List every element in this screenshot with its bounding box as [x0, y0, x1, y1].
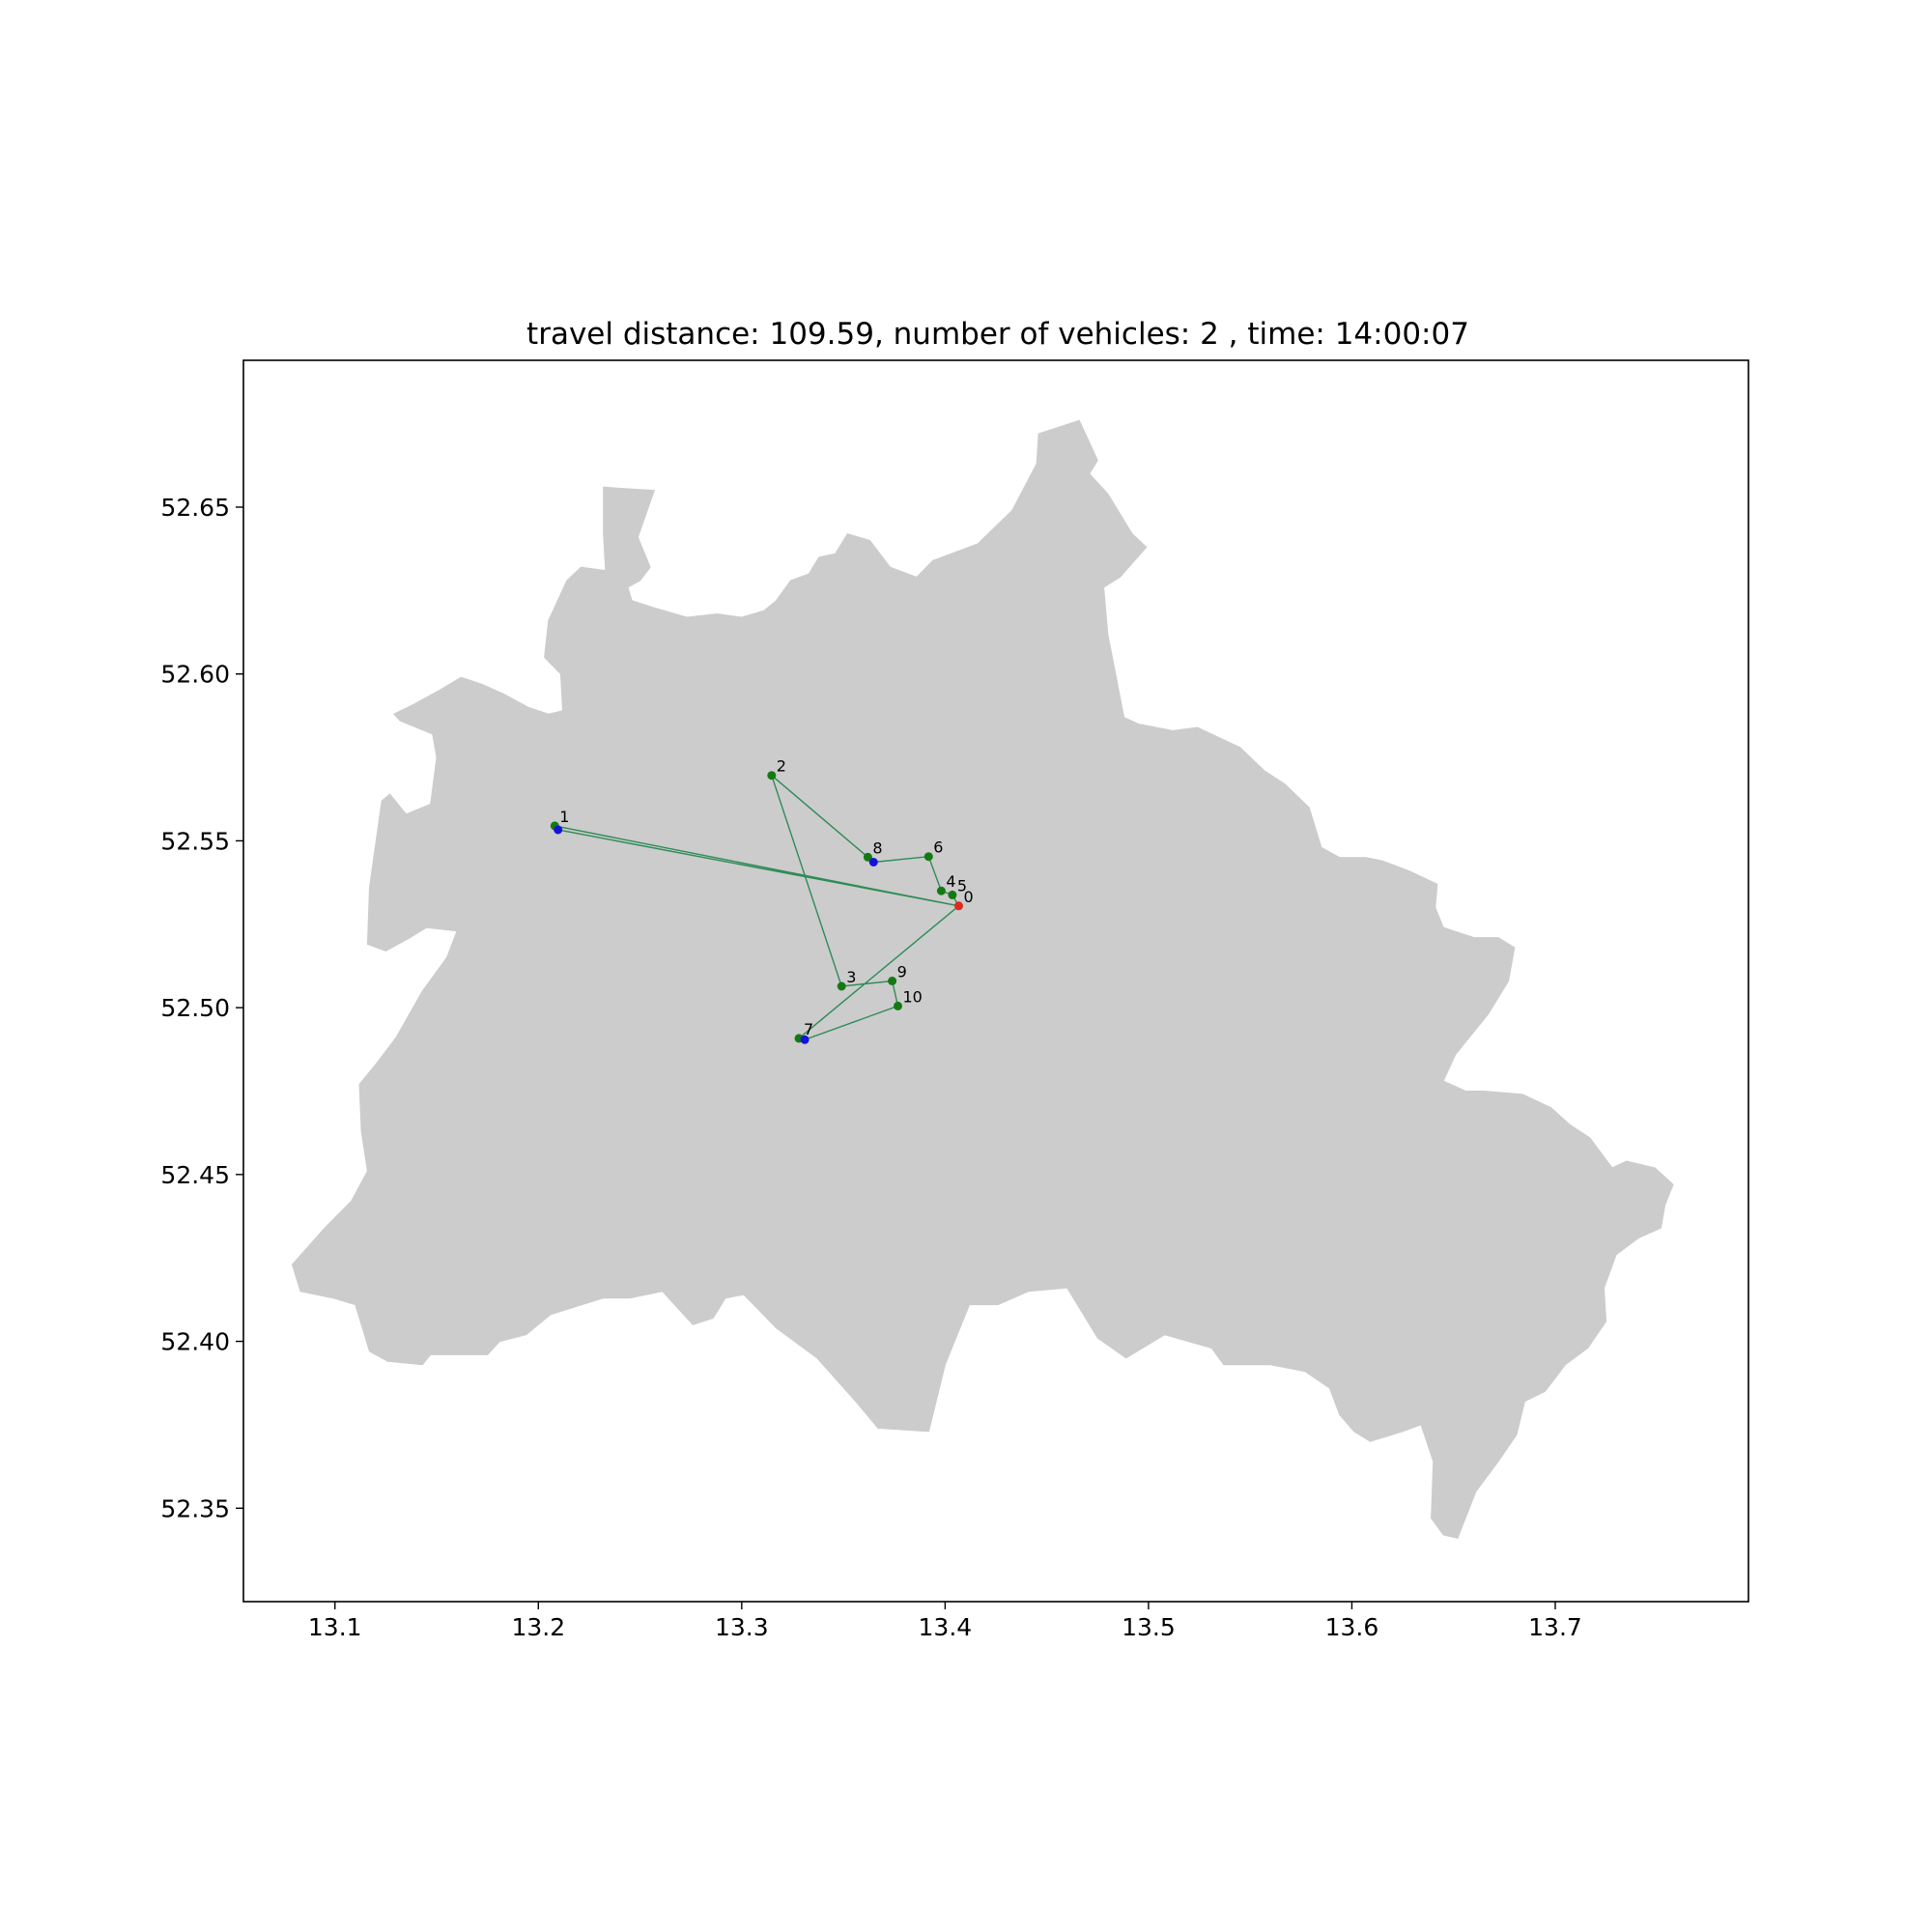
y-axis: 52.35 52.40 52.45 52.50 52.55 52.60 52.65	[160, 494, 243, 1522]
plot-area	[291, 419, 1674, 1539]
node-label-8: 8	[872, 838, 882, 857]
y-tick-label: 52.40	[160, 1328, 230, 1356]
y-tick-label: 52.45	[160, 1161, 230, 1189]
x-tick-label: 13.2	[511, 1613, 565, 1641]
berlin-region	[291, 419, 1674, 1539]
x-tick-label: 13.1	[308, 1613, 362, 1641]
pickup-marker-3	[800, 1035, 810, 1044]
node-label-1: 1	[559, 808, 569, 826]
x-tick-label: 13.6	[1325, 1613, 1379, 1641]
node-marker-6	[923, 852, 933, 862]
depot-marker	[954, 901, 963, 911]
pickup-marker-1	[554, 825, 563, 835]
x-tick-label: 13.4	[919, 1613, 973, 1641]
plot-frame	[242, 359, 1749, 1603]
node-marker-2	[767, 771, 777, 781]
node-label-10: 10	[903, 987, 923, 1006]
x-tick-label: 13.7	[1528, 1613, 1582, 1641]
node-label-7: 7	[804, 1020, 813, 1038]
node-labels-layer: 0 1 2 3 4 56 7 8 9 10	[559, 757, 973, 1038]
chart-title: travel distance: 109.59, number of vehic…	[526, 317, 1469, 352]
pickup-marker-2	[868, 858, 878, 867]
y-tick-label: 52.60	[160, 661, 230, 689]
x-axis: 13.1 13.2 13.3 13.4 13.5 13.6 13.7	[308, 1602, 1582, 1641]
node-marker-4	[936, 886, 946, 895]
markers-layer	[550, 771, 963, 1044]
node-marker-9	[888, 977, 897, 985]
y-tick-label: 52.50	[160, 994, 230, 1022]
y-tick-label: 52.65	[160, 494, 230, 522]
node-marker-5	[948, 890, 957, 899]
node-label-3: 3	[846, 968, 856, 986]
x-tick-label: 13.3	[715, 1613, 769, 1641]
node-marker-8	[863, 852, 872, 862]
y-tick-label: 52.35	[160, 1494, 230, 1522]
node-label-6: 6	[933, 838, 943, 857]
node-label-5: 5	[957, 876, 967, 895]
node-label-4: 4	[946, 872, 955, 891]
node-label-0: 0	[964, 888, 974, 906]
y-tick-label: 52.55	[160, 827, 230, 855]
x-tick-label: 13.5	[1122, 1613, 1176, 1641]
node-label-9: 9	[897, 963, 907, 981]
node-label-2: 2	[777, 757, 786, 776]
node-marker-3	[837, 981, 846, 991]
node-marker-10	[894, 1001, 902, 1010]
